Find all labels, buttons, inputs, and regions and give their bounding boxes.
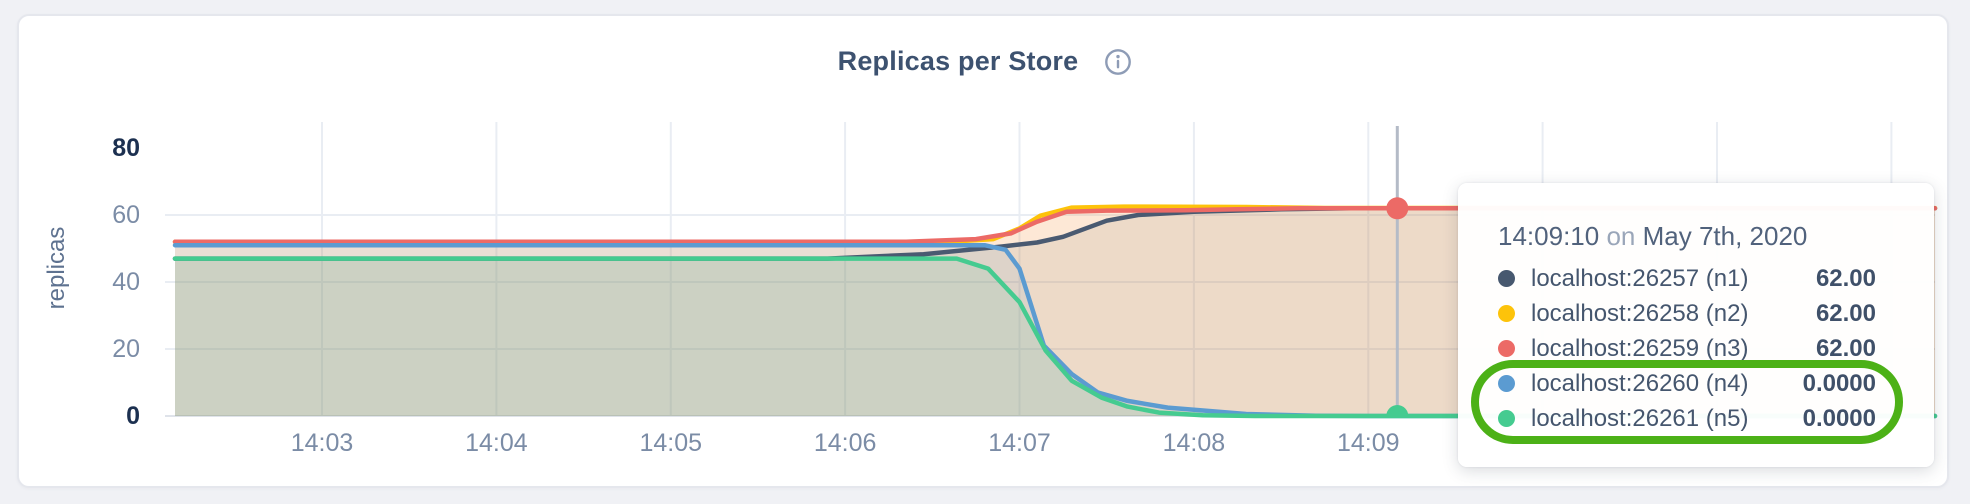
y-tick-label: 20 <box>112 335 140 363</box>
series-label-n4: localhost:26260 (n4) <box>1531 369 1749 397</box>
tooltip-row-n5: localhost:26261 (n5) 0.0000 <box>1498 401 1876 436</box>
series-dot-n2 <box>1498 305 1515 322</box>
y-tick-label: 80 <box>112 134 140 162</box>
chart-hover-tooltip: 14:09:10 on May 7th, 2020 localhost:2625… <box>1458 183 1934 467</box>
series-dot-n3 <box>1498 340 1515 357</box>
series-value-n1: 62.00 <box>1815 264 1876 292</box>
series-value-n5: 0.0000 <box>1802 404 1876 432</box>
tooltip-row-n1: localhost:26257 (n1) 62.00 <box>1498 261 1876 296</box>
series-value-n4: 0.0000 <box>1802 369 1876 397</box>
x-tick-label: 14:04 <box>465 429 528 457</box>
tooltip-time: 14:09:10 <box>1498 221 1600 251</box>
x-tick-label: 14:08 <box>1162 429 1226 457</box>
series-label-n5: localhost:26261 (n5) <box>1531 404 1749 432</box>
x-tick-label: 14:07 <box>988 429 1051 457</box>
y-tick-label: 40 <box>112 268 140 296</box>
series-label-n1: localhost:26257 (n1) <box>1531 264 1749 292</box>
series-label-n3: localhost:26259 (n3) <box>1531 334 1749 362</box>
y-tick-label: 0 <box>126 402 140 430</box>
x-tick-label: 14:06 <box>813 429 877 457</box>
series-dot-n5 <box>1498 410 1515 427</box>
tooltip-timestamp: 14:09:10 on May 7th, 2020 <box>1498 217 1876 255</box>
tooltip-legend-rows: localhost:26257 (n1) 62.00 localhost:262… <box>1498 261 1876 436</box>
info-icon[interactable] <box>1104 48 1132 76</box>
series-label-n2: localhost:26258 (n2) <box>1531 299 1749 327</box>
x-tick-label: 14:05 <box>639 429 703 457</box>
chart-title: Replicas per Store <box>837 46 1079 76</box>
chart-header: Replicas per Store <box>0 46 1970 77</box>
series-value-n3: 62.00 <box>1815 334 1876 362</box>
series-dot-n1 <box>1498 270 1515 287</box>
tooltip-date: May 7th, 2020 <box>1642 221 1808 251</box>
series-dot-n4 <box>1498 375 1515 392</box>
tooltip-row-n2: localhost:26258 (n2) 62.00 <box>1498 296 1876 331</box>
x-tick-label: 14:03 <box>290 429 354 457</box>
tooltip-row-n4: localhost:26260 (n4) 0.0000 <box>1498 366 1876 401</box>
tooltip-conjunction: on <box>1606 221 1636 251</box>
tooltip-row-n3: localhost:26259 (n3) 62.00 <box>1498 331 1876 366</box>
y-tick-label: 60 <box>112 201 140 229</box>
x-tick-label: 14:09 <box>1336 429 1400 457</box>
series-value-n2: 62.00 <box>1815 299 1876 327</box>
